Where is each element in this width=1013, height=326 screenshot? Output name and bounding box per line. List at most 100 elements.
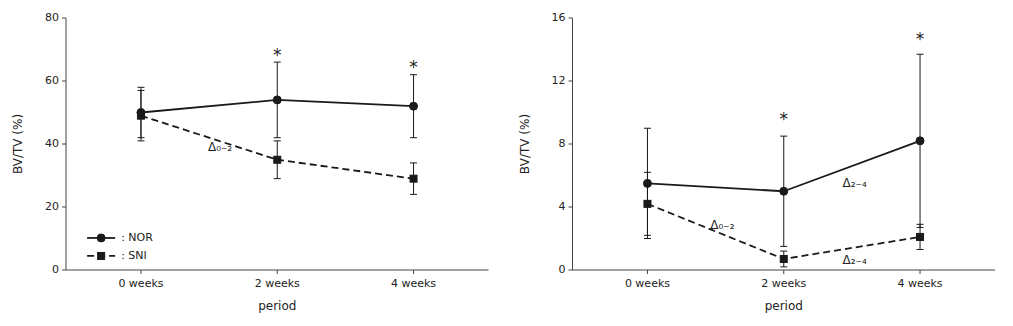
figure: 0204060800 weeks2 weeks4 weeksperiodBV/T… (0, 0, 1013, 326)
x-tick (413, 270, 414, 274)
marker-circle (273, 96, 281, 104)
plot-area (137, 62, 418, 194)
y-tick-label: 80 (45, 11, 59, 24)
error-bar (274, 62, 281, 138)
y-tick (569, 270, 573, 271)
annotation: * (273, 45, 282, 65)
error-bar-cap (644, 238, 651, 239)
x-tick (647, 270, 648, 274)
y-tick-label: 0 (52, 263, 59, 276)
legend: : NOR : SNI (87, 231, 153, 262)
series (137, 62, 418, 138)
error-bar-cap (780, 266, 787, 267)
y-tick (569, 207, 573, 208)
annotation: Δ₀₋₂ (710, 218, 734, 232)
x-tick-label: 4 weeks (897, 277, 942, 290)
error-bar (410, 163, 417, 195)
x-tick-label: 0 weeks (118, 277, 163, 290)
y-tick-label: 8 (559, 137, 566, 150)
y-tick (569, 144, 573, 145)
error-bar-cap (137, 87, 144, 88)
error-bar (274, 141, 281, 179)
error-bar-cap (644, 128, 651, 129)
panel: 0 20 40 60 80 0 weeks 2 weeks 4 weeks period BV/T… (11, 11, 489, 313)
y-tick-label: 0 (559, 263, 566, 276)
marker-circle (916, 137, 924, 145)
y-tick-label: 60 (45, 74, 59, 87)
error-bar (644, 128, 651, 238)
y-tick (62, 270, 66, 271)
error-bar-cap (644, 235, 651, 236)
annotation: * (409, 57, 418, 77)
x-tick (140, 270, 141, 274)
error-bar-cap (274, 137, 281, 138)
error-bar-cap (137, 90, 144, 91)
y-tick (62, 207, 66, 208)
y-axis-label: BV/TV (%) (11, 114, 25, 174)
error-bar (917, 224, 924, 249)
marker-square (917, 233, 924, 240)
y-axis-label: BV/TV (%) (518, 114, 532, 174)
y-tick (569, 81, 573, 82)
error-bar-cap (780, 246, 787, 247)
x-axis-label: period (258, 299, 296, 313)
x-tick-label: 2 weeks (255, 277, 300, 290)
marker-square (644, 200, 651, 207)
y-tick-label: 20 (45, 200, 59, 213)
legend-label: : SNI (121, 249, 147, 262)
error-bar-cap (410, 137, 417, 138)
annotation: * (916, 29, 925, 49)
marker-square (137, 112, 144, 119)
error-bar (780, 136, 787, 246)
legend-label: : NOR (121, 231, 153, 244)
background (0, 0, 1013, 326)
error-bar (644, 172, 651, 235)
annotation: Δ₂₋₄ (843, 253, 867, 267)
error-bar-cap (917, 224, 924, 225)
y-tick (569, 18, 573, 19)
series (644, 172, 924, 267)
y-tick-label: 40 (45, 137, 59, 150)
marker-square (274, 156, 281, 163)
error-bar-cap (274, 140, 281, 141)
x-tick (920, 270, 921, 274)
series-line (141, 116, 414, 179)
error-bar (917, 54, 924, 227)
marker-square (410, 175, 417, 182)
x-tick-label: 4 weeks (391, 277, 436, 290)
y-tick-label: 16 (552, 11, 566, 24)
annotation: Δ₂₋₄ (843, 176, 867, 190)
series-line (647, 204, 920, 259)
marker-square (780, 255, 787, 262)
error-bar-stem (647, 128, 648, 238)
error-bar-cap (274, 178, 281, 179)
error-bar (137, 90, 144, 140)
error-bar-cap (137, 140, 144, 141)
marker-circle (410, 102, 418, 110)
y-tick (62, 18, 66, 19)
y-tick-label: 4 (559, 200, 566, 213)
error-bar-cap (410, 162, 417, 163)
error-bar-cap (917, 54, 924, 55)
y-tick (62, 81, 66, 82)
x-tick-label: 2 weeks (761, 277, 806, 290)
y-tick (62, 144, 66, 145)
marker-circle (780, 187, 788, 195)
series (137, 90, 417, 194)
error-bar-cap (644, 172, 651, 173)
legend-marker (98, 252, 105, 259)
panel: 04812160 weeks2 weeks4 weeksperiodBV/TV … (518, 11, 996, 313)
error-bar-cap (780, 136, 787, 137)
plot-area (643, 54, 924, 267)
annotation: Δ₀₋₂ (208, 140, 232, 154)
annotation: * (780, 109, 789, 129)
error-bar (410, 75, 417, 138)
x-axis-label: period (765, 299, 803, 313)
x-tick (277, 270, 278, 274)
series (643, 54, 924, 246)
error-bar (780, 251, 787, 267)
legend-marker (97, 234, 105, 242)
error-bar-cap (780, 251, 787, 252)
error-bar-cap (410, 194, 417, 195)
x-tick (783, 270, 784, 274)
